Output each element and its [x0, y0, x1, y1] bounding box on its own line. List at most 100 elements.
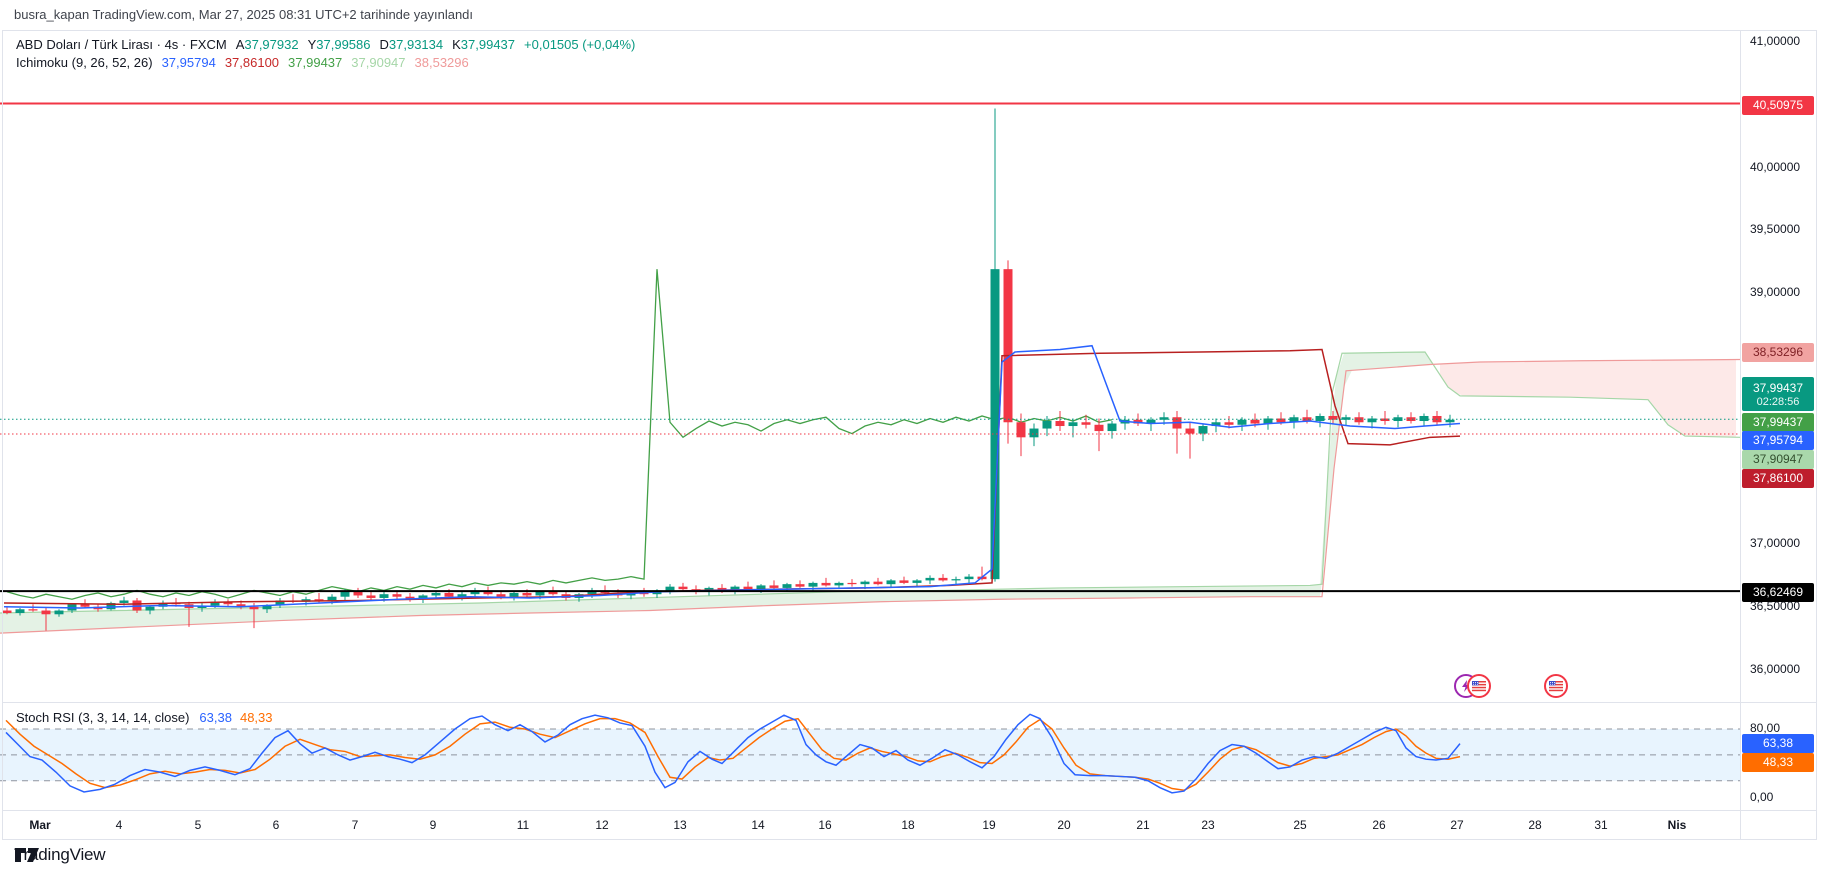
candle-body [1029, 428, 1039, 438]
candle-body [379, 594, 389, 598]
candle-body [873, 581, 883, 585]
candle-body [678, 586, 688, 590]
price-axis[interactable]: 41,00000 40,00000 39,50000 39,00000 37,00000… [1741, 30, 1817, 840]
candle-body [665, 586, 675, 591]
ichimoku-base-line [3, 348, 1461, 605]
candle-body [1302, 417, 1312, 422]
price-tick-label: 36,00000 [1750, 662, 1801, 676]
candle-body [1328, 415, 1338, 420]
candle-body [834, 582, 844, 586]
candle-body [1016, 422, 1026, 438]
ichimoku-conversion-line [3, 344, 1461, 609]
time-axis[interactable]: Mar 4 5 6 7 9 11 12 13 14 16 18 19 20 21 23 25 26 27 28 31 Ni… [0, 811, 1740, 840]
price-tick-label: 41,00000 [1750, 34, 1801, 48]
time-tick-label: 28 [1528, 818, 1542, 832]
indicator-value: 37,90947 [351, 55, 406, 70]
ichimoku-lagging-line [6, 269, 1113, 600]
candle-body [444, 592, 454, 597]
candle-body [1042, 421, 1052, 429]
candle-body [496, 594, 506, 597]
candle-body [1315, 415, 1325, 422]
price-change: +0,01505 (+0,04%) [524, 37, 636, 52]
candle-body [1224, 422, 1234, 425]
candle-body [1406, 417, 1416, 422]
candle-body [938, 577, 948, 581]
time-tick-label: Mar [29, 818, 51, 832]
main-price-chart[interactable] [0, 30, 1740, 702]
time-tick-label: 19 [982, 818, 996, 832]
candle-body [353, 591, 363, 596]
candle-body [1081, 422, 1091, 425]
candle-body [951, 579, 961, 581]
ohlc-letter: A [235, 37, 245, 52]
candle-body [392, 594, 402, 597]
time-tick-label: 26 [1372, 818, 1386, 832]
indicator-value: 37,99437 [288, 55, 343, 70]
price-label-badge: 37,99437 [1742, 412, 1814, 432]
stoch-k-line [5, 713, 1461, 794]
economic-event-us-flag-icon[interactable] [1467, 674, 1491, 698]
countdown-timer: 02:28:56 [1756, 396, 1800, 408]
indicator-value: 37,86100 [224, 55, 280, 70]
time-tick-label: 4 [115, 818, 123, 832]
candle-body [535, 591, 545, 596]
candle-body [106, 602, 116, 610]
candle-body [1289, 417, 1299, 423]
byline: busra_kapan TradingView.com, Mar 27, 202… [14, 7, 474, 22]
candle-body [808, 582, 818, 587]
candle-body [1198, 426, 1208, 434]
indicator-value: 37,95794 [161, 55, 216, 70]
candle-body [340, 591, 350, 597]
candle-body [1055, 421, 1065, 427]
time-tick-label: 5 [194, 818, 202, 832]
price-label-badge: 36,62469 [1742, 582, 1814, 602]
time-tick-label: 9 [429, 818, 437, 832]
candle-body [262, 605, 272, 610]
candle-body [54, 610, 64, 615]
candle-body [327, 596, 337, 601]
time-tick-label: 12 [595, 818, 609, 832]
candle-body [509, 592, 519, 597]
stoch-rsi-pane[interactable] [0, 703, 1740, 810]
time-axis-divider [2, 810, 1817, 811]
stoch-k-value: 63,38 [199, 710, 232, 725]
pane-divider[interactable] [2, 702, 1817, 703]
candle-body [457, 594, 467, 597]
time-tick-label: 25 [1293, 818, 1307, 832]
price-label-badge: 37,90947 [1742, 449, 1814, 469]
ohlc-letter: D [379, 37, 389, 52]
stoch-title[interactable]: Stoch RSI (3, 3, 14, 14, close) [16, 710, 190, 725]
candle-body [587, 590, 597, 595]
legend: ABD Doları / Türk Lirası · 4s · FXCM A37,… [16, 36, 635, 72]
time-tick-label: 6 [272, 818, 280, 832]
economic-event-us-flag-icon[interactable] [1544, 674, 1568, 698]
candle-body [28, 609, 38, 611]
candle-body [1133, 419, 1143, 424]
symbol-title[interactable]: ABD Doları / Türk Lirası · 4s · FXCM [16, 37, 227, 52]
ohlc-value: 37,99437 [460, 37, 516, 52]
time-tick-label: 16 [818, 818, 832, 832]
time-tick-label: 18 [901, 818, 915, 832]
candle-body [1354, 417, 1364, 423]
candle-body [366, 595, 376, 598]
candle-body [899, 580, 909, 583]
indicator-title[interactable]: Ichimoku (9, 26, 52, 26) [16, 55, 153, 70]
price-tick-label: 39,50000 [1750, 222, 1801, 236]
time-tick-label: 7 [351, 818, 359, 832]
time-tick-label: Nis [1667, 818, 1687, 832]
candle-body [548, 591, 558, 595]
price-label-badge: 37,95794 [1742, 430, 1814, 450]
ohlc-value: 37,93134 [388, 37, 444, 52]
price-tick-label: 40,00000 [1750, 160, 1801, 174]
candle-body [1250, 419, 1260, 424]
tradingview-logo[interactable]: TradingView [14, 845, 106, 865]
ohlc-value: 37,97932 [244, 37, 299, 52]
tradingview-logo-icon [15, 848, 39, 862]
candle-body [249, 606, 259, 610]
candle-body [1159, 417, 1169, 420]
candle-body [405, 596, 415, 600]
price-tick-label: 37,00000 [1750, 536, 1801, 550]
candle-body [795, 584, 805, 587]
time-tick-label: 13 [673, 818, 687, 832]
candle-body [769, 585, 779, 588]
